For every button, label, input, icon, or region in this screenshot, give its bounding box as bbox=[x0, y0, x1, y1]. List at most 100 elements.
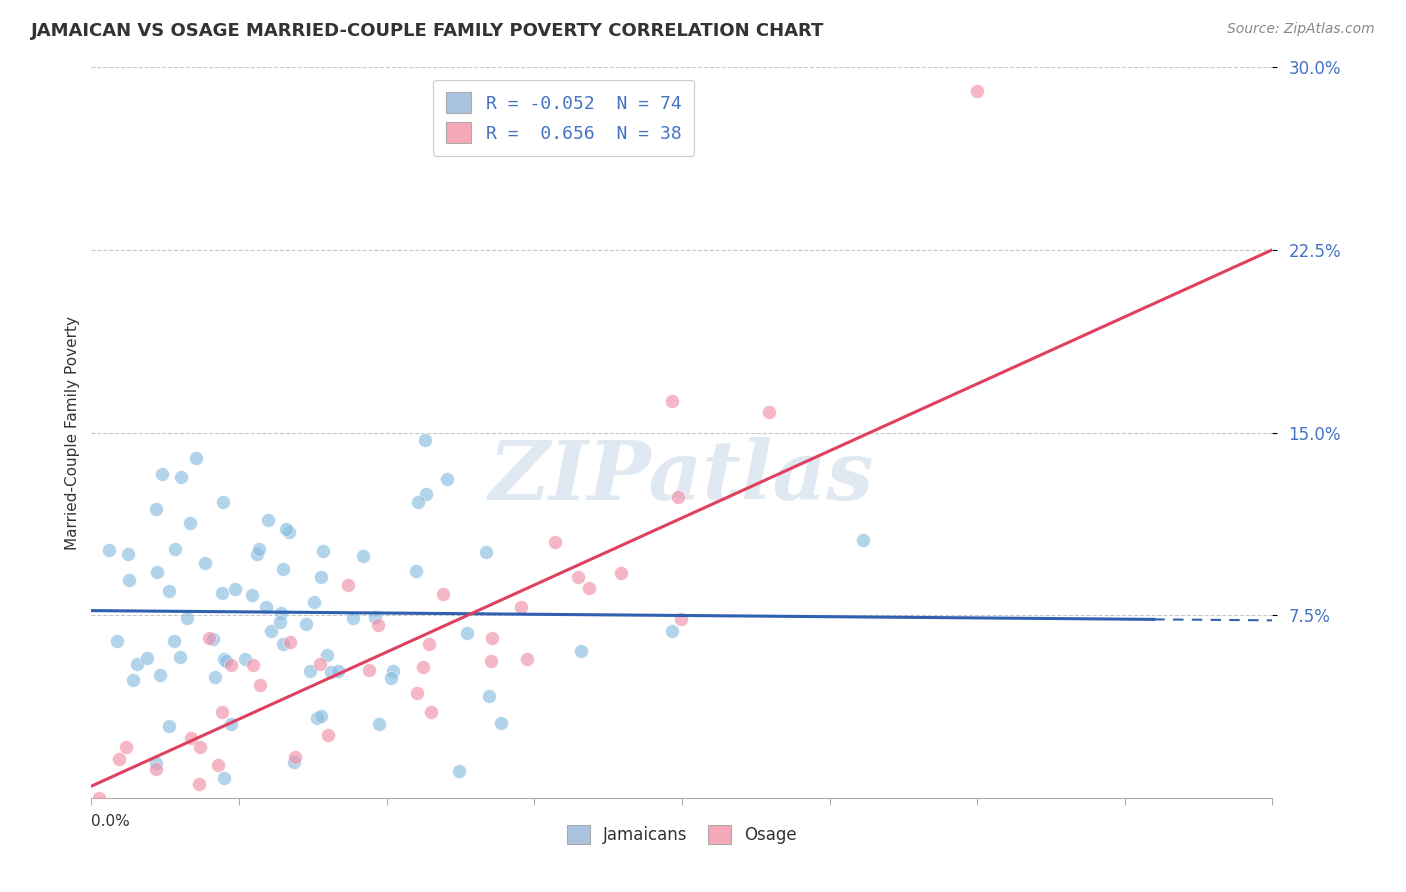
Point bbox=[211, 586, 233, 600]
Point bbox=[105, 634, 128, 648]
Point bbox=[278, 635, 301, 649]
Point bbox=[169, 650, 191, 665]
Text: 0.0%: 0.0% bbox=[91, 814, 131, 830]
Point bbox=[405, 564, 427, 578]
Point bbox=[98, 543, 121, 558]
Point bbox=[145, 756, 167, 770]
Point bbox=[108, 751, 131, 765]
Point bbox=[201, 632, 224, 646]
Point bbox=[516, 652, 538, 666]
Point bbox=[479, 654, 502, 668]
Point bbox=[242, 658, 264, 673]
Point bbox=[295, 617, 318, 632]
Point bbox=[145, 502, 167, 516]
Point bbox=[270, 606, 292, 620]
Point bbox=[316, 728, 339, 742]
Y-axis label: Married-Couple Family Poverty: Married-Couple Family Poverty bbox=[65, 316, 80, 549]
Point bbox=[342, 611, 364, 625]
Point bbox=[269, 615, 291, 629]
Point bbox=[194, 556, 217, 570]
Point bbox=[852, 533, 875, 547]
Point bbox=[115, 740, 138, 755]
Point bbox=[406, 494, 429, 508]
Point bbox=[309, 570, 332, 584]
Point bbox=[381, 664, 404, 678]
Point bbox=[669, 612, 692, 626]
Point bbox=[146, 566, 169, 580]
Point bbox=[215, 654, 238, 668]
Point bbox=[204, 670, 226, 684]
Point bbox=[276, 522, 298, 536]
Point bbox=[186, 451, 208, 466]
Point bbox=[179, 516, 201, 530]
Point bbox=[367, 717, 389, 731]
Point bbox=[509, 600, 531, 615]
Point bbox=[578, 582, 600, 596]
Point bbox=[307, 711, 329, 725]
Point bbox=[260, 624, 283, 638]
Point bbox=[135, 650, 157, 665]
Point bbox=[145, 762, 167, 776]
Point bbox=[478, 689, 501, 703]
Point bbox=[87, 791, 110, 805]
Point bbox=[207, 757, 229, 772]
Point bbox=[283, 756, 305, 770]
Point bbox=[380, 671, 402, 685]
Point bbox=[447, 764, 470, 778]
Point bbox=[367, 617, 389, 632]
Point bbox=[336, 578, 359, 592]
Point bbox=[321, 665, 343, 679]
Point bbox=[219, 658, 242, 673]
Point bbox=[256, 512, 278, 526]
Point bbox=[436, 472, 458, 486]
Point bbox=[233, 652, 256, 666]
Text: ZIPatlas: ZIPatlas bbox=[489, 436, 875, 516]
Point bbox=[157, 719, 180, 733]
Point bbox=[212, 772, 235, 786]
Point bbox=[316, 648, 339, 662]
Point bbox=[298, 665, 321, 679]
Point bbox=[567, 570, 589, 584]
Point bbox=[326, 664, 349, 678]
Point bbox=[125, 657, 148, 671]
Point bbox=[661, 624, 683, 639]
Text: JAMAICAN VS OSAGE MARRIED-COUPLE FAMILY POVERTY CORRELATION CHART: JAMAICAN VS OSAGE MARRIED-COUPLE FAMILY … bbox=[31, 22, 824, 40]
Point bbox=[198, 632, 221, 646]
Point bbox=[309, 657, 332, 671]
Point bbox=[758, 405, 780, 419]
Point bbox=[247, 541, 270, 556]
Point bbox=[966, 84, 988, 98]
Point bbox=[357, 663, 380, 677]
Point bbox=[240, 588, 263, 602]
Point bbox=[481, 632, 503, 646]
Point bbox=[352, 549, 374, 564]
Point bbox=[219, 716, 242, 731]
Point bbox=[363, 610, 385, 624]
Text: Source: ZipAtlas.com: Source: ZipAtlas.com bbox=[1227, 22, 1375, 37]
Point bbox=[118, 573, 141, 587]
Point bbox=[491, 715, 513, 730]
Point bbox=[666, 490, 689, 504]
Point bbox=[188, 777, 211, 791]
Point bbox=[418, 637, 440, 651]
Point bbox=[412, 660, 434, 674]
Point bbox=[249, 678, 271, 692]
Point bbox=[413, 433, 436, 447]
Point bbox=[170, 469, 193, 483]
Point bbox=[176, 611, 198, 625]
Point bbox=[475, 545, 498, 559]
Point bbox=[212, 495, 235, 509]
Point bbox=[157, 584, 180, 599]
Point bbox=[283, 750, 305, 764]
Point bbox=[302, 595, 325, 609]
Point bbox=[661, 394, 683, 409]
Point bbox=[180, 731, 202, 745]
Point bbox=[405, 686, 427, 700]
Point bbox=[188, 739, 211, 754]
Point bbox=[277, 525, 299, 540]
Point bbox=[163, 541, 186, 556]
Point bbox=[610, 566, 633, 580]
Point bbox=[544, 535, 567, 549]
Point bbox=[211, 706, 233, 720]
Point bbox=[415, 487, 437, 501]
